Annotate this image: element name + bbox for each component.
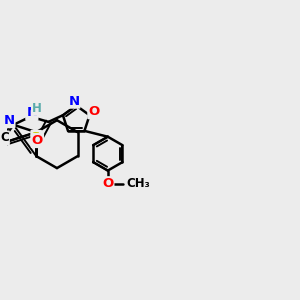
Text: O: O	[102, 177, 113, 190]
Text: N: N	[26, 106, 38, 119]
Text: N: N	[3, 114, 14, 127]
Text: CH₃: CH₃	[126, 177, 150, 190]
Text: H: H	[32, 102, 42, 115]
Text: C: C	[0, 131, 9, 144]
Text: O: O	[88, 105, 100, 118]
Text: O: O	[32, 134, 43, 147]
Text: N: N	[68, 95, 80, 108]
Text: S: S	[32, 131, 41, 144]
